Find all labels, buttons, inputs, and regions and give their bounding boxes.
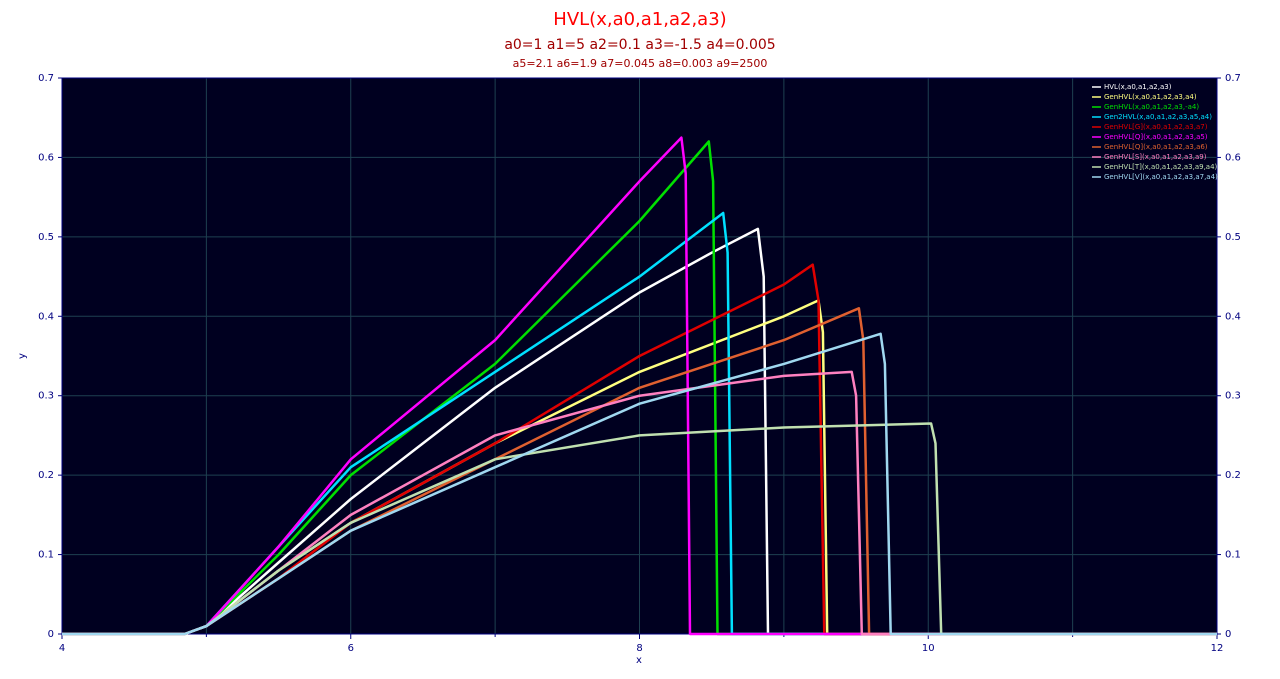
legend-label: GenHVL[G](x,a0,a1,a2,a3,a7)	[1104, 123, 1208, 131]
y-tick-label: 0.2	[38, 470, 54, 481]
legend-label: GenHVL[T](x,a0,a1,a2,a3,a9,a4)	[1104, 163, 1218, 171]
y-tick-label: 0.7	[38, 73, 54, 84]
x-tick-label: 4	[59, 643, 65, 654]
y-tick-label: 0.4	[38, 311, 54, 322]
legend-label: GenHVL[Q](x,a0,a1,a2,a3,a6)	[1104, 143, 1208, 151]
y-tick-label: 0.3	[38, 391, 54, 402]
legend-label: GenHVL[Q](x,a0,a1,a2,a3,a5)	[1104, 133, 1208, 141]
y-tick-label: 0.5	[38, 232, 54, 243]
y-tick-label: 0.6	[38, 152, 54, 163]
legend-label: GenHVL(x,a0,a1,a2,a3,-a4)	[1104, 103, 1199, 111]
x-tick-label: 6	[348, 643, 354, 654]
legend-label: GenHVL[S](x,a0,a1,a2,a3,a9)	[1104, 153, 1207, 161]
y-tick-label: 0.1	[38, 550, 54, 561]
y2-tick-label: 0.7	[1225, 73, 1241, 84]
series-line	[62, 332, 1217, 636]
x-tick-label: 12	[1211, 643, 1224, 654]
y-tick-label: 0	[48, 629, 54, 640]
chart-title: HVL(x,a0,a1,a2,a3)	[553, 9, 726, 30]
x-tick-label: 8	[636, 643, 642, 654]
y2-tick-label: 0.5	[1225, 232, 1241, 243]
legend-label: GenHVL(x,a0,a1,a2,a3,a4)	[1104, 93, 1197, 101]
chart-subtitle: a0=1 a1=5 a2=0.1 a3=-1.5 a4=0.005	[504, 37, 775, 53]
legend-label: HVL(x,a0,a1,a2,a3)	[1104, 83, 1172, 91]
legend-label: Gen2HVL(x,a0,a1,a2,a3,a5,a4)	[1104, 113, 1212, 121]
y2-tick-label: 0.3	[1225, 391, 1241, 402]
y2-tick-label: 0.6	[1225, 152, 1241, 163]
y2-tick-label: 0.1	[1225, 550, 1241, 561]
plot-frame	[61, 77, 1218, 635]
y-axis-label: y	[17, 353, 28, 359]
x-axis-label: x	[636, 655, 642, 666]
chart-subtitle: a5=2.1 a6=1.9 a7=0.045 a8=0.003 a9=2500	[513, 57, 768, 70]
x-tick-label: 10	[922, 643, 935, 654]
y2-tick-label: 0.4	[1225, 311, 1241, 322]
legend-label: GenHVL[V](x,a0,a1,a2,a3,a7,a4)	[1104, 173, 1218, 181]
y2-tick-label: 0	[1225, 629, 1231, 640]
y2-tick-label: 0.2	[1225, 470, 1241, 481]
